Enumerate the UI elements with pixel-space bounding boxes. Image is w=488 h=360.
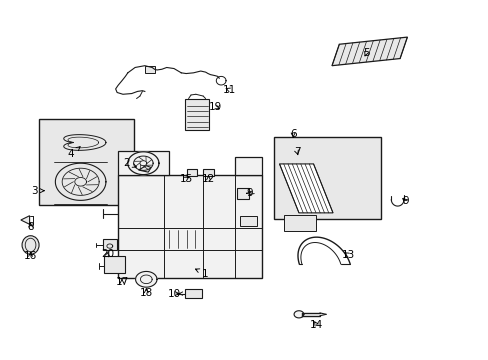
Text: 2: 2 — [123, 158, 136, 168]
Text: 20: 20 — [101, 249, 114, 259]
Text: 8: 8 — [27, 222, 34, 232]
Bar — [234, 157, 261, 175]
Bar — [39, 119, 134, 205]
Bar — [185, 289, 202, 298]
Text: 11: 11 — [223, 85, 236, 95]
Text: 16: 16 — [24, 251, 37, 261]
Text: 12: 12 — [202, 174, 215, 184]
Text: 13: 13 — [341, 250, 354, 260]
Bar — [284, 215, 315, 231]
Bar — [102, 239, 117, 249]
Text: 9: 9 — [245, 188, 252, 198]
Text: 6: 6 — [289, 129, 296, 139]
Bar — [236, 188, 249, 199]
Bar — [104, 256, 124, 273]
Ellipse shape — [22, 236, 39, 254]
Bar — [144, 66, 154, 73]
Text: 1: 1 — [195, 269, 208, 279]
Polygon shape — [138, 166, 151, 172]
Bar — [239, 216, 256, 226]
Text: 10: 10 — [167, 289, 180, 298]
Bar — [118, 152, 169, 175]
Text: 7: 7 — [293, 147, 300, 157]
Bar — [118, 175, 261, 278]
Text: 14: 14 — [309, 320, 323, 330]
Text: 19: 19 — [208, 102, 222, 112]
Bar — [187, 168, 197, 176]
Text: 4: 4 — [67, 147, 80, 159]
Polygon shape — [127, 152, 159, 175]
Text: 5: 5 — [362, 48, 368, 58]
Text: 15: 15 — [179, 174, 192, 184]
Text: 17: 17 — [115, 277, 128, 287]
Bar — [203, 168, 213, 176]
Text: 9: 9 — [402, 197, 408, 206]
Text: 3: 3 — [31, 186, 44, 196]
Polygon shape — [279, 164, 332, 213]
Polygon shape — [293, 311, 303, 318]
Polygon shape — [135, 271, 157, 287]
Polygon shape — [331, 37, 407, 66]
Polygon shape — [21, 216, 30, 224]
Bar — [273, 137, 380, 219]
Bar — [185, 99, 209, 130]
Text: 18: 18 — [140, 288, 153, 297]
